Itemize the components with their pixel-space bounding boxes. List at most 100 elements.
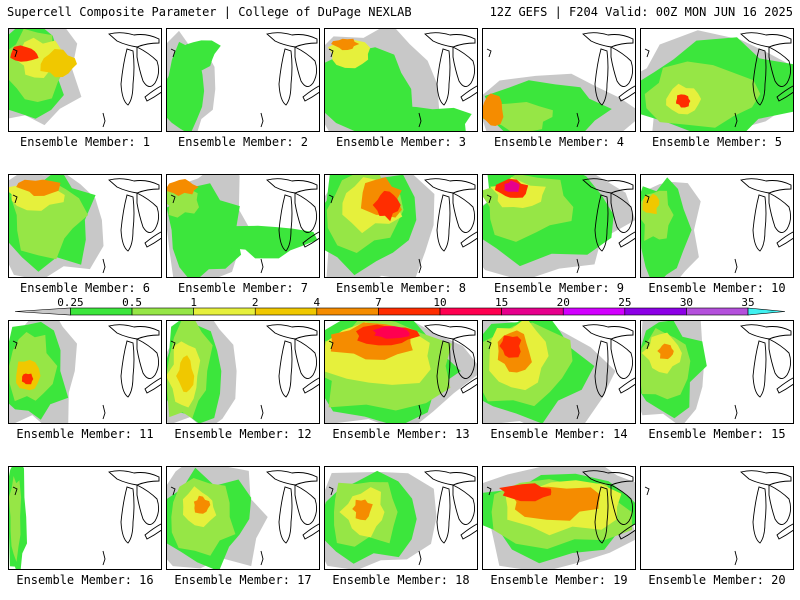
scp-map	[167, 321, 319, 423]
coast-line	[576, 258, 580, 274]
member-label: Ensemble Member: 15	[648, 427, 786, 441]
coast-line	[418, 112, 422, 128]
legend-tick-label: 2	[252, 296, 259, 309]
coast-line	[328, 486, 334, 496]
scp-map	[9, 467, 161, 569]
member-label: Ensemble Member: 7	[177, 281, 309, 295]
scp-map	[483, 32, 635, 131]
great-lakes-outline	[424, 470, 477, 544]
ensemble-panel	[8, 466, 162, 570]
ensemble-panel	[640, 174, 794, 278]
legend-tick-label: 0.5	[122, 296, 142, 309]
great-lakes-outline	[582, 178, 635, 252]
coast-line	[486, 194, 492, 204]
legend-swatch	[254, 307, 318, 316]
ensemble-panel	[324, 466, 478, 570]
coast-line	[170, 340, 176, 350]
ensemble-panel	[166, 320, 320, 424]
color-scale-legend: 0.25 0.5 1 2 4 7 10 15 20 25 30 35	[14, 296, 786, 316]
scp-contour	[499, 483, 552, 502]
scp-contour	[193, 495, 211, 514]
scp-map	[325, 321, 477, 423]
member-label: Ensemble Member: 1	[19, 135, 151, 149]
coast-line	[734, 404, 738, 420]
coast-line	[102, 550, 106, 566]
great-lakes-outline	[582, 470, 635, 544]
legend-tick-label: 25	[618, 296, 631, 309]
scp-map	[641, 321, 793, 423]
great-lakes-outline	[740, 178, 793, 252]
legend-swatch	[316, 307, 379, 316]
scp-contour	[221, 225, 318, 259]
coast-line	[644, 486, 650, 496]
ensemble-panel	[640, 320, 794, 424]
scp-contour	[483, 93, 504, 126]
ensemble-panel	[324, 320, 478, 424]
coast-line	[418, 258, 422, 274]
scp-map	[167, 175, 319, 277]
scp-contour	[676, 94, 691, 108]
coast-line	[12, 340, 18, 350]
member-label: Ensemble Member: 14	[490, 427, 628, 441]
coast-line	[486, 340, 492, 350]
legend-tick-label: 20	[557, 296, 570, 309]
legend-swatch	[562, 307, 626, 316]
coast-line	[12, 194, 18, 204]
header-run-info: 12Z GEFS | F204 Valid: 00Z MON JUN 16 20…	[489, 5, 793, 19]
member-label: Ensemble Member: 3	[335, 135, 467, 149]
coast-line	[576, 112, 580, 128]
ensemble-panel	[166, 28, 320, 132]
legend-swatch	[193, 307, 256, 316]
member-label: Ensemble Member: 8	[335, 281, 467, 295]
legend-tick-label: 10	[433, 296, 446, 309]
member-label: Ensemble Member: 13	[332, 427, 470, 441]
scp-map	[167, 467, 319, 569]
ensemble-panel	[8, 174, 162, 278]
scp-contour	[352, 499, 373, 521]
coast-line	[260, 404, 264, 420]
coast-line	[260, 112, 264, 128]
scp-map	[325, 175, 477, 277]
scp-contour	[21, 373, 34, 385]
legend-swatch	[501, 307, 564, 316]
great-lakes-outline	[582, 324, 635, 398]
ensemble-panel	[482, 320, 636, 424]
scp-contour	[176, 355, 195, 393]
coast-line	[102, 258, 106, 274]
scp-contour	[644, 61, 761, 128]
member-label: Ensemble Member: 10	[648, 281, 786, 295]
scp-contour	[331, 38, 360, 51]
coast-line	[576, 550, 580, 566]
coast-line	[644, 340, 650, 350]
coast-line	[260, 258, 264, 274]
scp-contour	[379, 105, 472, 131]
great-lakes-outline	[424, 178, 477, 252]
coast-line	[418, 404, 422, 420]
scp-contour	[642, 193, 660, 215]
coast-line	[170, 48, 176, 58]
member-label: Ensemble Member: 2	[177, 135, 309, 149]
scp-map	[325, 470, 477, 569]
scp-contour	[9, 476, 22, 562]
member-label: Ensemble Member: 6	[19, 281, 151, 295]
coast-line	[734, 258, 738, 274]
legend-tick-label: 35	[741, 296, 754, 309]
coast-line	[102, 404, 106, 420]
ensemble-panel	[166, 174, 320, 278]
ensemble-panel	[640, 466, 794, 570]
scp-contour	[40, 49, 77, 78]
great-lakes-outline	[424, 324, 477, 398]
coast-line	[102, 112, 106, 128]
coast-line	[170, 486, 176, 496]
legend-swatch	[686, 307, 749, 316]
great-lakes-outline	[266, 178, 319, 252]
ensemble-panel	[324, 28, 478, 132]
great-lakes-outline	[740, 324, 793, 398]
member-label: Ensemble Member: 19	[490, 573, 628, 587]
scp-contour	[499, 335, 522, 358]
coast-line	[734, 112, 738, 128]
great-lakes-outline	[424, 32, 477, 106]
ensemble-panel	[324, 174, 478, 278]
member-label: Ensemble Member: 16	[16, 573, 154, 587]
coast-line	[328, 340, 334, 350]
